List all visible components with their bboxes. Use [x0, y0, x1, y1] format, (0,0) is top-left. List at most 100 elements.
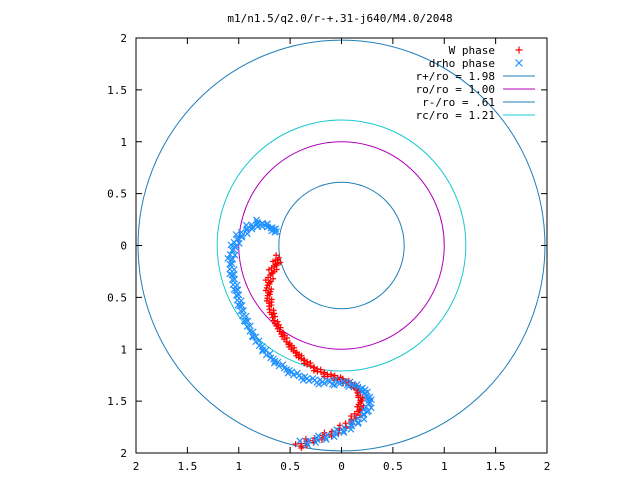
y-tick-label: 2 [120, 32, 127, 45]
data-point [268, 302, 275, 309]
data-point [271, 310, 278, 317]
y-tick-label: 0.5 [107, 291, 127, 304]
series-1 [224, 216, 375, 449]
x-tick-label: 2 [544, 460, 551, 473]
data-point [355, 394, 362, 401]
data-point [310, 437, 317, 444]
legend-label: drho phase [429, 57, 495, 70]
data-point [298, 355, 305, 362]
data-point [240, 306, 247, 314]
data-point [299, 376, 307, 384]
x-tick-label: 0 [338, 460, 345, 473]
y-tick-label: 0.5 [107, 188, 127, 201]
data-point [238, 232, 246, 240]
data-point [267, 288, 274, 295]
data-point [248, 223, 256, 231]
series-0 [262, 252, 367, 451]
data-point [267, 278, 274, 285]
data-point [272, 261, 279, 268]
x-tick-label: 1.5 [486, 460, 506, 473]
data-point [263, 284, 270, 291]
data-point [340, 429, 348, 437]
data-point [226, 250, 234, 258]
data-point [264, 223, 272, 231]
data-point [351, 410, 358, 417]
legend-marker [515, 59, 523, 67]
data-point [354, 418, 362, 426]
data-point [336, 380, 343, 388]
data-point [224, 254, 232, 262]
data-point [296, 437, 304, 445]
data-point [262, 287, 269, 294]
legend-label: r+/ro = 1.98 [416, 70, 495, 83]
data-point [321, 369, 328, 376]
data-point [268, 270, 275, 277]
data-point [275, 254, 282, 261]
chart-title: m1/n1.5/q2.0/r-+.31-j640/M4.0/2048 [227, 12, 452, 25]
legend-marker [515, 46, 523, 54]
data-point [347, 425, 355, 433]
data-point [268, 286, 275, 293]
data-point [358, 397, 365, 404]
circle-1 [238, 141, 445, 350]
data-point [265, 266, 272, 273]
data-point [272, 313, 279, 320]
y-tick-label: 1.5 [107, 84, 127, 97]
y-tick-label: 1 [120, 136, 127, 149]
data-point [305, 377, 313, 385]
data-point [311, 364, 318, 371]
data-point [235, 291, 243, 299]
y-tick-label: 1.5 [107, 395, 127, 408]
data-point [227, 241, 235, 249]
data-point [354, 419, 362, 427]
y-tick-label: 1 [120, 343, 127, 356]
data-point [266, 281, 273, 288]
data-point [322, 435, 330, 443]
data-point [359, 384, 366, 392]
data-point [271, 357, 279, 365]
data-point [263, 297, 270, 304]
data-point [231, 275, 239, 283]
data-point [267, 354, 275, 362]
legend-label: r-/ro = .61 [422, 96, 495, 109]
data-point [270, 317, 277, 324]
data-point [239, 312, 246, 320]
data-point [228, 260, 236, 268]
y-tick-label: 2 [120, 447, 127, 460]
x-tick-label: 1.5 [177, 460, 197, 473]
data-point [315, 380, 323, 388]
x-tick-label: 1 [441, 460, 448, 473]
data-point [364, 388, 371, 396]
data-point [307, 362, 314, 369]
data-point [304, 441, 312, 449]
data-point [259, 219, 266, 227]
data-point [278, 331, 285, 338]
data-point [331, 372, 338, 379]
data-point [279, 361, 287, 369]
data-point [226, 270, 234, 278]
x-tick-label: 1 [235, 460, 242, 473]
data-point [292, 349, 299, 356]
data-point [320, 379, 328, 387]
data-point [262, 277, 269, 284]
legend-label: rc/ro = 1.21 [416, 109, 495, 122]
data-point [364, 395, 371, 402]
data-point [283, 334, 290, 341]
data-point [273, 252, 280, 259]
data-point [360, 415, 368, 423]
data-point [312, 439, 320, 446]
data-point [232, 231, 240, 238]
x-tick-label: 0.5 [383, 460, 403, 473]
data-point [303, 439, 311, 447]
data-point [259, 346, 267, 354]
data-point [249, 332, 256, 340]
data-point [354, 403, 361, 410]
data-point [266, 291, 273, 298]
data-point [226, 265, 234, 273]
x-tick-label: 2 [133, 460, 140, 473]
y-tick-label: 0 [120, 240, 127, 253]
